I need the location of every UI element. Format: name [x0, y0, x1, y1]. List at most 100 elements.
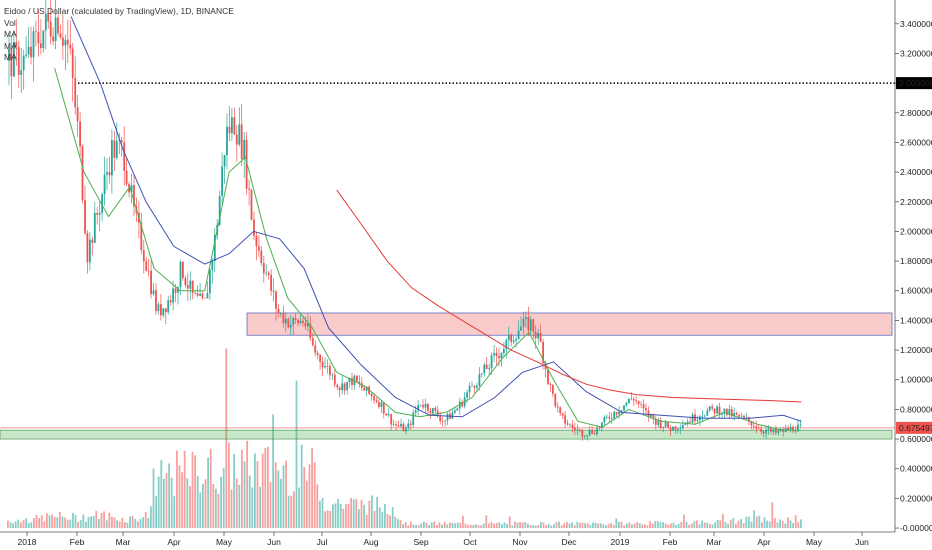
- price-tick-label: 2.4000000: [900, 167, 932, 177]
- candle-body: [162, 308, 165, 316]
- candle-body: [221, 166, 223, 197]
- volume-bar: [477, 524, 480, 529]
- candle-body: [113, 140, 116, 158]
- candle-body: [373, 396, 375, 401]
- candle-body: [549, 383, 552, 385]
- volume-bar: [594, 522, 597, 528]
- candle-body: [429, 410, 432, 414]
- candle-body: [336, 384, 339, 388]
- candle-body: [392, 424, 395, 425]
- volume-bar: [748, 516, 750, 528]
- volume-bar: [290, 495, 293, 529]
- candle-body: [593, 433, 596, 435]
- candle-body: [272, 290, 275, 292]
- volume-bar: [654, 520, 657, 528]
- candle-body: [405, 428, 407, 432]
- volume-bar: [709, 524, 711, 528]
- price-tick-label: 1.4000000: [900, 315, 932, 325]
- candle-body: [701, 416, 704, 417]
- candle-body: [213, 234, 216, 261]
- volume-bar: [703, 522, 706, 528]
- volume-bar: [402, 524, 404, 529]
- price-tick-label: 1.8000000: [900, 256, 932, 266]
- time-tick-label: Dec: [561, 537, 577, 547]
- volume-bar: [147, 517, 150, 528]
- volume-bar: [27, 523, 30, 528]
- volume-bar: [332, 504, 334, 528]
- candle-body: [559, 407, 562, 414]
- candle-body: [62, 37, 64, 46]
- candle-body: [125, 170, 128, 184]
- price-tick-label: 1.2000000: [900, 345, 932, 355]
- level-label-background: [896, 77, 932, 90]
- candle-body: [574, 427, 576, 431]
- volume-bar: [430, 522, 433, 528]
- volume-bar: [540, 522, 542, 529]
- volume-bar: [17, 519, 20, 529]
- candle-body: [351, 377, 353, 386]
- candle-body: [356, 375, 358, 382]
- candle-body: [738, 414, 740, 417]
- candle-body: [566, 423, 569, 425]
- volume-bar: [547, 524, 550, 528]
- legend-item-ma: MA: [4, 40, 17, 51]
- candle-body: [228, 126, 231, 134]
- volume-bar: [303, 467, 306, 529]
- candle-body: [179, 261, 182, 288]
- candle-body: [231, 117, 233, 134]
- candle-body: [787, 428, 789, 431]
- volume-bar: [56, 517, 59, 528]
- candle-body: [93, 213, 96, 243]
- volume-bar: [371, 495, 373, 529]
- volume-series: [7, 348, 802, 529]
- candle-body: [326, 366, 329, 367]
- volume-bar: [105, 520, 108, 529]
- candle-body: [189, 280, 192, 289]
- candle-body: [184, 278, 187, 286]
- candle-body: [495, 353, 498, 357]
- candle-body: [571, 424, 574, 428]
- volume-bar: [568, 523, 571, 528]
- volume-bar: [207, 457, 209, 528]
- volume-bar: [298, 487, 300, 528]
- volume-bar: [316, 484, 319, 528]
- volume-bar: [111, 516, 113, 528]
- volume-bar: [391, 507, 394, 528]
- volume-bar: [553, 524, 555, 529]
- candle-body: [446, 413, 449, 421]
- time-tick-label: Apr: [757, 537, 770, 547]
- candle-body: [275, 291, 277, 309]
- volume-bar: [48, 515, 51, 528]
- candle-body: [493, 353, 495, 356]
- volume-bar: [121, 517, 124, 529]
- candle-body: [358, 381, 361, 384]
- volume-bar: [498, 522, 501, 528]
- candle-body: [498, 356, 500, 359]
- candle-body: [145, 261, 148, 271]
- candle-body: [730, 409, 733, 417]
- volume-bar: [597, 523, 599, 529]
- volume-bar: [339, 503, 342, 528]
- volume-bar: [300, 444, 303, 528]
- volume-bar: [696, 520, 698, 528]
- legend-item-volume: Vol: [4, 17, 16, 28]
- candle-body: [130, 185, 133, 193]
- volume-bar: [459, 522, 462, 528]
- candle-body: [517, 330, 520, 339]
- volume-bar: [740, 519, 742, 529]
- candle-body: [733, 413, 736, 417]
- candle-body: [711, 406, 714, 409]
- candle-body: [716, 406, 718, 414]
- volume-bar: [259, 486, 261, 529]
- volume-bar: [467, 525, 469, 528]
- volume-bar: [261, 453, 264, 528]
- volume-bar: [433, 521, 436, 528]
- volume-bar: [176, 450, 178, 528]
- volume-bar: [464, 523, 467, 528]
- volume-bar: [274, 462, 277, 528]
- volume-bar: [142, 517, 144, 529]
- volume-bar: [586, 523, 589, 528]
- volume-bar: [529, 525, 532, 528]
- volume-bar: [620, 521, 623, 528]
